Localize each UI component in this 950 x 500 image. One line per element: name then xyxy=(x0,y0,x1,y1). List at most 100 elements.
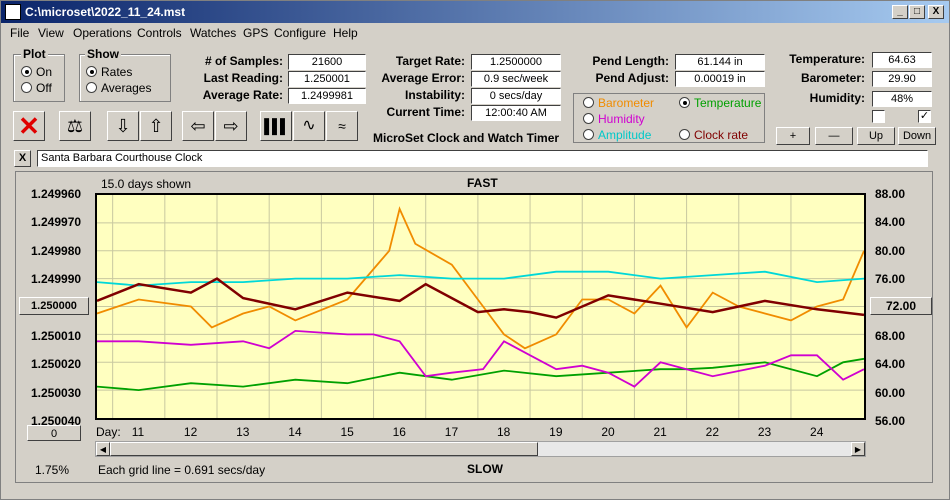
arrow-up-icon[interactable]: ⇧ xyxy=(140,111,172,141)
offset-button[interactable]: 0 xyxy=(27,425,81,441)
barometer-radio[interactable]: Barometer xyxy=(583,96,654,110)
clockrate-radio[interactable]: Clock rate xyxy=(679,128,748,142)
zoom-label: 1.75% xyxy=(35,463,70,477)
day-tick: 18 xyxy=(496,425,511,439)
radio-dot-icon xyxy=(583,97,594,108)
scroll-right-icon[interactable]: ▶ xyxy=(851,442,865,456)
center-temp-button[interactable]: 72.00 xyxy=(870,297,932,315)
humidity-radio[interactable]: Humidity xyxy=(583,112,645,126)
arrow-down-icon[interactable]: ⇩ xyxy=(107,111,139,141)
left-axis-tick: 1.249980 xyxy=(31,243,82,258)
temperature-series-line xyxy=(96,357,865,392)
radio-dot-icon xyxy=(21,66,32,77)
radio-dot-icon xyxy=(86,66,97,77)
radio-dot-icon xyxy=(86,82,97,93)
scroll-thumb[interactable] xyxy=(110,442,538,456)
stop-icon[interactable]: ✕ xyxy=(13,111,45,141)
arrow-right-icon[interactable]: ⇨ xyxy=(215,111,247,141)
close-button[interactable]: X xyxy=(928,5,944,19)
arrow-left-icon[interactable]: ⇦ xyxy=(182,111,214,141)
right-axis-tick: 84.00 xyxy=(875,215,906,230)
radio-dot-icon xyxy=(679,129,690,140)
left-axis-tick: 1.250020 xyxy=(31,357,82,372)
plot-area xyxy=(95,193,866,420)
target-rate-field[interactable]: 1.2500000 xyxy=(471,54,561,70)
scroll-left-icon[interactable]: ◀ xyxy=(96,442,110,456)
minimize-button[interactable]: _ xyxy=(892,5,908,19)
center-rate-button[interactable]: 1.250000 xyxy=(19,297,89,315)
menu-controls[interactable]: Controls xyxy=(137,26,182,40)
menu-file[interactable]: File xyxy=(10,26,30,40)
humidity-series-line xyxy=(97,329,865,388)
left-axis-tick: 1.250030 xyxy=(31,385,82,400)
time-scrollbar[interactable]: ◀ ▶ xyxy=(95,441,866,457)
plot-on-label: On xyxy=(36,65,53,79)
day-tick: 22 xyxy=(705,425,720,439)
clock-name-field[interactable]: Santa Barbara Courthouse Clock xyxy=(37,150,928,167)
rates-radio[interactable]: Rates xyxy=(86,65,132,79)
scale-minus-button[interactable]: — xyxy=(815,127,853,145)
multi-wave-icon[interactable]: ≈ xyxy=(326,111,358,141)
clockrate-series-line xyxy=(96,277,865,319)
menu-watches[interactable]: Watches xyxy=(190,26,237,40)
chart-svg xyxy=(96,195,865,418)
pend-adjust-label: Pend Adjust: xyxy=(595,71,669,85)
menu-help[interactable]: Help xyxy=(333,26,358,40)
samples-label: # of Samples: xyxy=(204,54,283,68)
humidity-field: 48% xyxy=(872,91,932,107)
menu-bar: File View Operations Controls Watches GP… xyxy=(1,23,949,43)
menu-view[interactable]: View xyxy=(38,26,64,40)
right-axis-tick: 88.00 xyxy=(875,187,906,201)
days-shown-label: 15.0 days shown xyxy=(101,177,192,191)
show-group xyxy=(79,54,171,102)
right-axis-tick: 64.00 xyxy=(875,357,906,372)
balance-scale-icon[interactable]: ⚖ xyxy=(59,111,91,141)
current-time-field: 12:00:40 AM xyxy=(471,105,561,121)
radio-dot-icon xyxy=(583,129,594,140)
checkbox-right[interactable]: ✓ xyxy=(918,110,931,123)
day-tick: 13 xyxy=(236,425,250,439)
scale-up-button[interactable]: Up xyxy=(857,127,895,145)
menu-operations[interactable]: Operations xyxy=(73,26,132,40)
amplitude-series-line xyxy=(96,270,865,287)
left-axis-tick: 1.249990 xyxy=(31,272,82,287)
rates-label: Rates xyxy=(101,65,133,79)
barometer-field: 29.90 xyxy=(872,71,932,87)
menu-configure[interactable]: Configure xyxy=(274,26,327,40)
day-tick: 17 xyxy=(444,425,459,439)
averages-radio[interactable]: Averages xyxy=(86,81,151,95)
last-reading-label: Last Reading: xyxy=(203,71,283,85)
last-reading-field: 1.250001 xyxy=(288,71,366,87)
wave-icon[interactable]: ∿ xyxy=(293,111,325,141)
menu-gps[interactable]: GPS xyxy=(243,26,269,40)
average-error-label: Average Error: xyxy=(381,71,465,85)
plot-off-radio[interactable]: Off xyxy=(21,81,52,95)
instability-field: 0 secs/day xyxy=(471,88,561,104)
temperature-radio[interactable]: Temperature xyxy=(679,96,761,110)
app-icon xyxy=(5,4,21,20)
day-tick: 24 xyxy=(810,425,824,439)
right-axis-tick: 68.00 xyxy=(875,329,906,343)
bar-chart-icon[interactable]: ▌▌▌ xyxy=(260,111,292,141)
temperature-label: Temperature: xyxy=(789,52,865,66)
checkbox-left[interactable] xyxy=(872,110,885,123)
clear-clock-button[interactable]: X xyxy=(14,150,31,167)
left-axis-tick: 1.249960 xyxy=(31,187,82,201)
plot-off-label: Off xyxy=(36,81,52,95)
averages-label: Averages xyxy=(101,81,152,95)
day-tick: 20 xyxy=(601,425,615,439)
current-time-label: Current Time: xyxy=(386,105,465,119)
scale-down-button[interactable]: Down xyxy=(898,127,936,145)
temperature-legend: Temperature xyxy=(694,96,762,110)
plot-on-radio[interactable]: On xyxy=(21,65,52,79)
scale-plus-button[interactable]: + xyxy=(776,127,810,145)
pend-length-label: Pend Length: xyxy=(592,54,669,68)
day-tick: 19 xyxy=(549,425,563,439)
maximize-button[interactable]: □ xyxy=(909,5,925,19)
left-axis-tick: 1.250010 xyxy=(31,329,82,343)
barometer-legend: Barometer xyxy=(598,96,655,110)
right-axis-tick: 76.00 xyxy=(875,272,906,287)
pend-length-field[interactable]: 61.144 in xyxy=(675,54,765,70)
amplitude-radio[interactable]: Amplitude xyxy=(583,128,651,142)
radio-dot-icon xyxy=(583,113,594,124)
